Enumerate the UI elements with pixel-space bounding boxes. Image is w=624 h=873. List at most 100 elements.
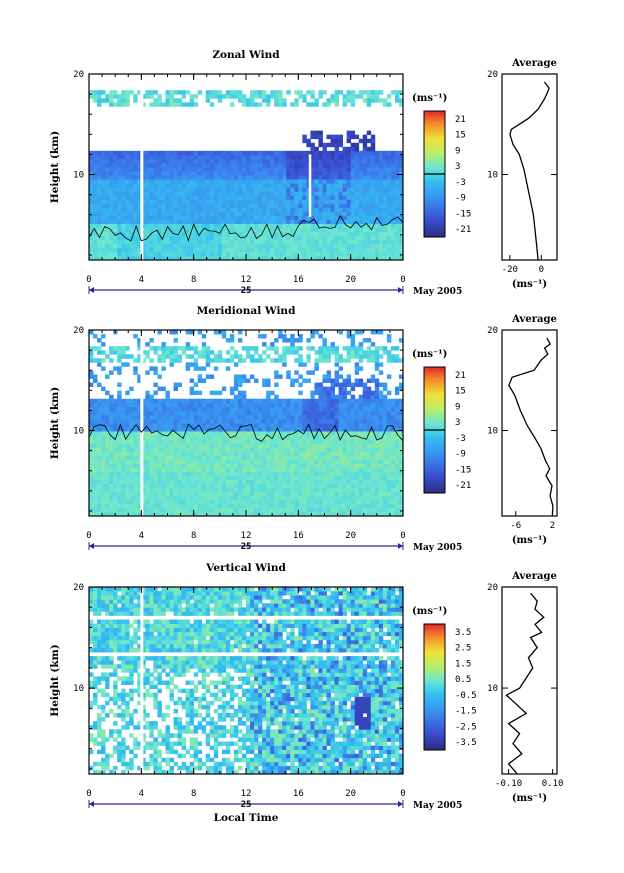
heatmap-cell bbox=[101, 219, 106, 225]
heatmap-cell bbox=[310, 211, 315, 216]
heatmap-cell bbox=[133, 455, 138, 460]
heatmap-cell bbox=[177, 382, 182, 388]
heatmap-cell bbox=[350, 414, 356, 420]
heatmap-cell bbox=[221, 431, 227, 436]
heatmap-cell bbox=[294, 183, 299, 188]
heatmap-cell bbox=[225, 463, 231, 468]
heatmap-cell bbox=[193, 183, 199, 188]
heatmap-cell bbox=[286, 370, 291, 375]
heatmap-cell bbox=[342, 167, 348, 172]
heatmap-cell bbox=[326, 98, 331, 103]
heatmap-cell bbox=[278, 414, 283, 420]
heatmap-cell bbox=[282, 463, 287, 468]
heatmap-cell bbox=[254, 183, 259, 188]
heatmap-cell bbox=[374, 98, 380, 103]
heatmap-cell bbox=[366, 503, 372, 509]
heatmap-cell bbox=[294, 102, 299, 107]
heatmap-cell bbox=[266, 423, 271, 428]
heatmap-cell bbox=[362, 499, 368, 505]
heatmap-cell bbox=[342, 358, 348, 363]
heatmap-cell bbox=[169, 507, 174, 513]
heatmap-cell bbox=[342, 187, 348, 192]
heatmap-cell bbox=[358, 247, 364, 253]
heatmap-cell bbox=[157, 491, 162, 497]
heatmap-cell bbox=[282, 511, 287, 517]
heatmap-cell bbox=[169, 491, 174, 497]
heatmap-cell bbox=[189, 418, 195, 424]
heatmap-cell bbox=[306, 402, 311, 408]
heatmap-cell bbox=[237, 423, 243, 428]
heatmap-cell bbox=[258, 471, 263, 476]
heatmap-cell bbox=[173, 487, 178, 493]
heatmap-cell bbox=[286, 463, 291, 468]
heatmap-cell bbox=[197, 175, 203, 180]
heatmap-cell bbox=[278, 98, 283, 103]
heatmap-cell bbox=[294, 179, 299, 184]
heatmap-cell bbox=[101, 386, 106, 392]
heatmap-cell bbox=[109, 406, 114, 412]
heatmap-cell bbox=[225, 243, 231, 249]
heatmap-cell bbox=[185, 487, 191, 493]
heatmap-cell bbox=[197, 431, 203, 436]
heatmap-cell bbox=[266, 487, 271, 493]
heatmap-cell bbox=[398, 158, 404, 164]
heatmap-cell bbox=[157, 158, 162, 164]
heatmap-cell bbox=[105, 471, 110, 476]
heatmap-cell bbox=[237, 239, 243, 245]
heatmap-cell bbox=[338, 171, 344, 176]
heatmap-cell bbox=[189, 390, 195, 396]
heatmap-cell bbox=[241, 346, 247, 351]
heatmap-cell bbox=[149, 227, 154, 233]
heatmap-cell bbox=[117, 467, 122, 472]
heatmap-cell bbox=[157, 495, 162, 501]
heatmap-cell bbox=[318, 334, 323, 339]
heatmap-cell bbox=[310, 390, 315, 396]
heatmap-cell bbox=[374, 243, 380, 249]
heatmap-cell bbox=[362, 179, 368, 184]
heatmap-cell bbox=[177, 207, 182, 212]
heatmap-cell bbox=[302, 439, 307, 444]
heatmap-cell bbox=[133, 171, 138, 176]
heatmap-cell bbox=[217, 439, 223, 444]
heatmap-cell bbox=[165, 499, 170, 505]
heatmap-cell bbox=[258, 243, 263, 249]
heatmap-cell bbox=[169, 354, 174, 359]
heatmap-cell bbox=[318, 94, 323, 99]
heatmap-cell bbox=[237, 154, 243, 160]
heatmap-cell bbox=[121, 487, 126, 493]
heatmap-cell bbox=[342, 150, 348, 156]
heatmap-cell bbox=[117, 102, 122, 107]
heatmap-cell bbox=[250, 102, 255, 107]
heatmap-cell bbox=[241, 98, 247, 103]
heatmap-cell bbox=[302, 435, 307, 440]
heatmap-cell bbox=[113, 503, 118, 509]
heatmap-cell bbox=[89, 243, 94, 249]
heatmap-cell bbox=[342, 239, 348, 245]
heatmap-cell bbox=[370, 374, 376, 379]
heatmap-cell bbox=[217, 199, 223, 204]
heatmap-cell bbox=[302, 362, 307, 367]
heatmap-cell bbox=[89, 199, 94, 204]
heatmap-cell bbox=[266, 187, 271, 192]
heatmap-cell bbox=[354, 382, 360, 388]
heatmap-cell bbox=[241, 231, 247, 237]
heatmap-cell bbox=[209, 491, 215, 497]
heatmap-cell bbox=[205, 414, 211, 420]
heatmap-cell bbox=[185, 435, 191, 440]
heatmap-cell bbox=[282, 195, 287, 200]
heatmap-cell bbox=[330, 378, 335, 383]
heatmap-cell bbox=[165, 346, 170, 351]
heatmap-cell bbox=[350, 235, 356, 241]
heatmap-cell bbox=[125, 467, 130, 472]
heatmap-cell bbox=[153, 162, 158, 168]
heatmap-cell bbox=[153, 219, 158, 225]
heatmap-cell bbox=[217, 431, 223, 436]
heatmap-cell bbox=[225, 183, 231, 188]
heatmap-cell bbox=[262, 378, 267, 383]
heatmap-cell bbox=[109, 162, 114, 168]
heatmap-cell bbox=[298, 90, 303, 95]
heatmap-cell bbox=[197, 439, 203, 444]
heatmap-cell bbox=[362, 199, 368, 204]
heatmap-cell bbox=[189, 207, 195, 212]
heatmap-cell bbox=[137, 203, 142, 208]
